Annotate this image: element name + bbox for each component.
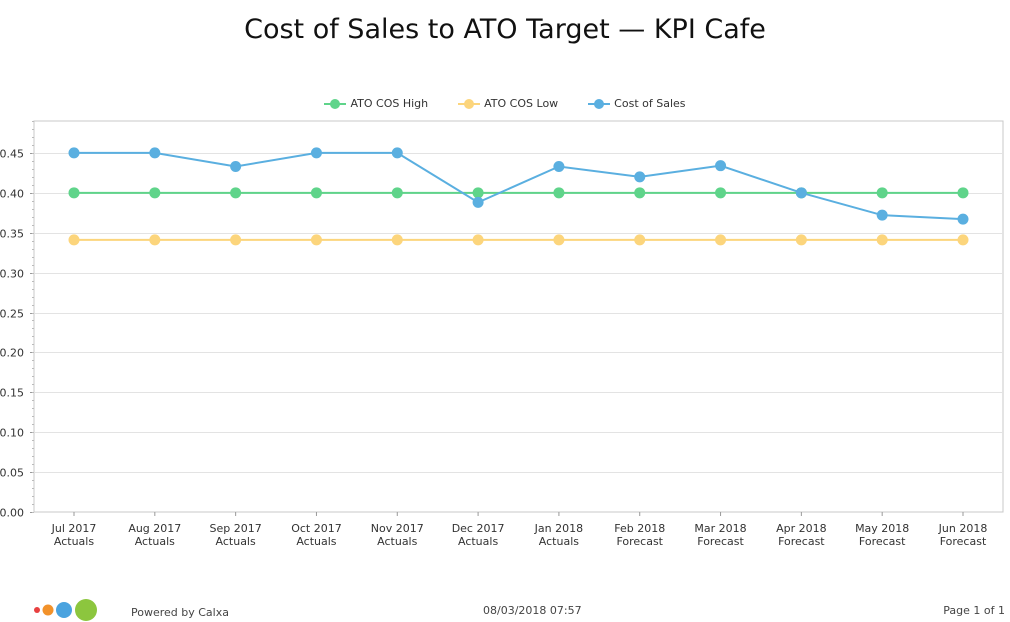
y-tick-label: 0.35 — [0, 228, 24, 241]
x-tick-sublabel: Forecast — [940, 535, 987, 548]
y-tick-label: 0.30 — [0, 268, 24, 281]
legend-swatch — [588, 98, 611, 109]
legend-item: ATO COS High — [324, 97, 428, 110]
data-point-0 — [472, 187, 484, 199]
line-chart: 0.00 0.05 0.10 0.15 0.20 0.25 0.30 0.35 0.40 0.45… — [0, 120, 1004, 548]
legend-label: ATO COS High — [350, 97, 429, 110]
legend-item: Cost of Sales — [588, 97, 686, 110]
data-point-1 — [957, 234, 969, 246]
plot-area — [33, 120, 1004, 513]
data-point-0 — [634, 187, 646, 199]
data-point-2 — [391, 147, 403, 159]
data-point-1 — [68, 234, 80, 246]
x-tick-label: Jan 2018 — [534, 522, 583, 535]
report-timestamp: 08/03/2018 07:57 — [483, 604, 582, 617]
legend-swatch — [324, 98, 347, 109]
x-tick-label: Aug 2017 — [128, 522, 181, 535]
x-tick-sublabel: Forecast — [616, 535, 663, 548]
data-point-2 — [310, 147, 322, 159]
x-tick-label: May 2018 — [855, 522, 909, 535]
x-tick-label: Mar 2018 — [694, 522, 746, 535]
legend-swatch — [458, 98, 481, 109]
data-point-0 — [149, 187, 161, 199]
data-point-0 — [230, 187, 242, 199]
x-tick-sublabel: Actuals — [296, 535, 336, 548]
x-tick-sublabel: Actuals — [216, 535, 256, 548]
page-number: Page 1 of 1 — [943, 604, 1005, 617]
y-tick-label: 0.45 — [0, 148, 24, 161]
legend-item: ATO COS Low — [458, 97, 558, 110]
data-point-2 — [715, 160, 727, 172]
data-point-2 — [553, 160, 565, 172]
data-point-1 — [876, 234, 888, 246]
x-tick-sublabel: Actuals — [135, 535, 175, 548]
report-footer: Powered by Calxa 08/03/2018 07:57 Page 1… — [0, 598, 1010, 622]
y-tick-label: 0.05 — [0, 467, 24, 480]
data-point-2 — [795, 187, 807, 199]
data-point-1 — [795, 234, 807, 246]
data-point-1 — [230, 234, 242, 246]
y-tick-label: 0.10 — [0, 427, 24, 440]
data-point-1 — [472, 234, 484, 246]
x-tick-sublabel: Forecast — [778, 535, 825, 548]
data-point-1 — [310, 234, 322, 246]
data-point-2 — [876, 209, 888, 221]
logo-dot-blue — [56, 602, 72, 618]
data-point-2 — [149, 147, 161, 159]
legend-label: ATO COS Low — [484, 97, 559, 110]
data-point-1 — [391, 234, 403, 246]
data-point-0 — [876, 187, 888, 199]
x-tick-label: Oct 2017 — [291, 522, 342, 535]
data-point-0 — [715, 187, 727, 199]
data-point-1 — [634, 234, 646, 246]
x-tick-label: Jun 2018 — [938, 522, 988, 535]
legend-label: Cost of Sales — [614, 97, 686, 110]
logo-dot-green — [75, 599, 97, 621]
data-point-0 — [553, 187, 565, 199]
data-point-0 — [957, 187, 969, 199]
y-tick-label: 0.00 — [0, 507, 24, 520]
y-tick-label: 0.20 — [0, 347, 24, 360]
y-tick-label: 0.25 — [0, 308, 24, 321]
logo-dot-orange — [42, 604, 54, 616]
series-line-2 — [74, 151, 964, 221]
chart-title: Cost of Sales to ATO Target — KPI Cafe — [244, 14, 766, 45]
x-tick-label: Jul 2017 — [51, 522, 97, 535]
x-tick-label: Dec 2017 — [452, 522, 505, 535]
y-tick-label: 0.15 — [0, 387, 24, 400]
calxa-logo-icon — [34, 599, 97, 621]
x-tick-sublabel: Actuals — [54, 535, 94, 548]
data-point-0 — [68, 187, 80, 199]
data-point-2 — [957, 213, 969, 225]
logo-dot-red — [34, 607, 40, 613]
x-tick-sublabel: Actuals — [539, 535, 579, 548]
data-point-2 — [472, 196, 484, 208]
data-point-1 — [149, 234, 161, 246]
data-point-0 — [391, 187, 403, 199]
x-tick-label: Feb 2018 — [614, 522, 665, 535]
powered-by-label: Powered by Calxa — [131, 606, 229, 619]
data-point-1 — [715, 234, 727, 246]
data-point-0 — [310, 187, 322, 199]
y-tick-label: 0.40 — [0, 188, 24, 201]
x-tick-label: Sep 2017 — [210, 522, 262, 535]
data-point-2 — [230, 160, 242, 172]
x-tick-label: Apr 2018 — [776, 522, 827, 535]
x-tick-sublabel: Forecast — [697, 535, 744, 548]
data-point-1 — [553, 234, 565, 246]
data-point-2 — [68, 147, 80, 159]
x-tick-sublabel: Forecast — [859, 535, 906, 548]
x-tick-sublabel: Actuals — [377, 535, 417, 548]
data-point-2 — [634, 171, 646, 183]
chart-legend: ATO COS High ATO COS Low Cost of Sales — [0, 97, 1010, 110]
x-tick-label: Nov 2017 — [371, 522, 424, 535]
x-tick-sublabel: Actuals — [458, 535, 498, 548]
